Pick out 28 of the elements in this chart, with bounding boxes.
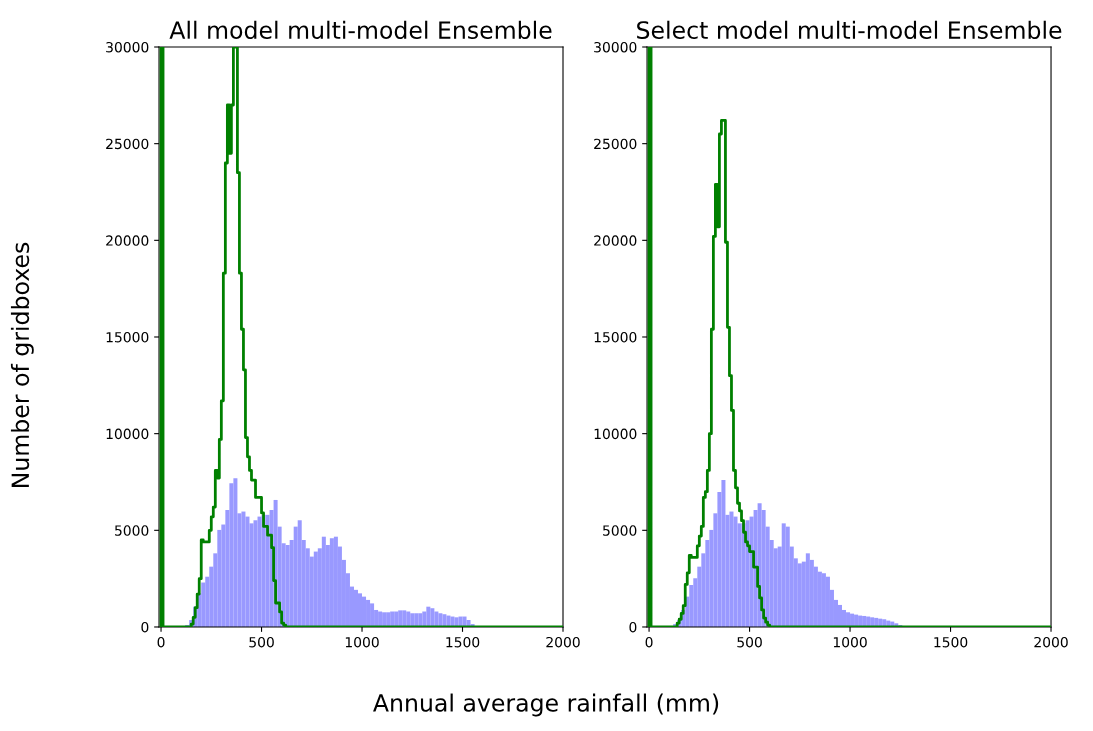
y-tick-label: 20000 (106, 235, 149, 246)
x-tick-label: 1000 (345, 636, 379, 648)
y-tick-label: 15000 (106, 331, 149, 343)
y-tick-label: 30000 (594, 41, 637, 53)
y-axis-title: Number of gridboxes (10, 242, 34, 487)
y-tick-label: 20000 (594, 235, 637, 246)
y-tick-label: 5000 (603, 525, 637, 536)
y-tick-label: 10000 (106, 428, 149, 440)
y-tick-label: 10000 (594, 428, 637, 440)
y-tick-label: 30000 (106, 41, 149, 53)
x-tick-label: 0 (157, 636, 165, 648)
x-tick-label: 500 (737, 636, 762, 648)
y-tick-label: 15000 (594, 331, 637, 343)
y-tick-label: 0 (629, 621, 637, 633)
x-tick-label: 1500 (446, 636, 480, 648)
y-tick-label: 5000 (115, 525, 149, 536)
x-tick-label: 2000 (1034, 636, 1068, 648)
y-tick-label: 25000 (106, 138, 149, 150)
x-tick-label: 1000 (833, 636, 867, 648)
chart-title: All model multi-model Ensemble (169, 20, 552, 40)
x-tick-label: 1500 (934, 636, 968, 648)
x-tick-label: 2000 (546, 636, 580, 648)
chart-title: Select model multi-model Ensemble (637, 20, 1062, 40)
x-tick-label: 0 (645, 636, 653, 648)
x-axis-title: Annual average rainfall (mm) (373, 693, 719, 717)
y-tick-label: 0 (141, 621, 149, 633)
x-tick-label: 500 (249, 636, 274, 648)
y-tick-label: 25000 (594, 138, 637, 150)
